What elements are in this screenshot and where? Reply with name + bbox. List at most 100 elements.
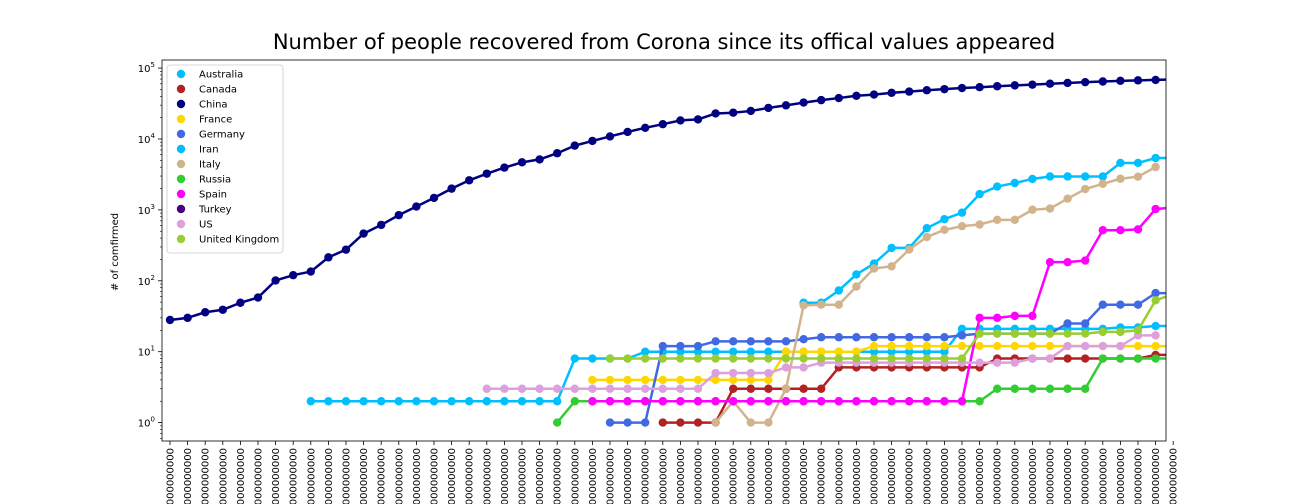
data-point xyxy=(1098,354,1108,363)
data-point xyxy=(781,101,791,110)
data-point xyxy=(306,397,315,406)
data-point xyxy=(1116,327,1125,337)
data-point xyxy=(799,347,808,356)
x-tick-label: 000000000 xyxy=(201,448,212,504)
data-point xyxy=(817,397,826,406)
data-point xyxy=(1169,351,1177,359)
data-point xyxy=(993,82,1002,91)
x-tick-label: 000000000 xyxy=(1134,448,1145,504)
data-point xyxy=(993,329,1002,338)
x-tick-label: 000000000 xyxy=(271,448,282,504)
x-tick-label: 000000000 xyxy=(166,448,177,504)
data-point xyxy=(729,397,738,406)
data-point xyxy=(1151,331,1160,340)
data-point xyxy=(887,243,896,253)
data-point xyxy=(1081,184,1090,194)
data-point xyxy=(1098,341,1108,351)
data-point xyxy=(693,397,703,406)
legend-entry: Russia xyxy=(199,175,231,186)
legend-frame xyxy=(166,64,284,254)
data-point xyxy=(975,397,984,406)
x-tick-label: 000000000 xyxy=(218,448,229,504)
data-point xyxy=(834,300,843,309)
data-point xyxy=(975,189,984,199)
data-point xyxy=(500,384,509,393)
data-point xyxy=(922,232,931,242)
data-point xyxy=(957,221,967,231)
data-point xyxy=(711,397,720,406)
series-united-kingdom xyxy=(605,290,1177,363)
data-point xyxy=(429,193,439,203)
data-point xyxy=(341,397,351,406)
data-point xyxy=(1098,77,1108,86)
legend-entry: Germany xyxy=(199,130,245,141)
x-tick-label: 000000000 xyxy=(782,448,793,504)
data-point xyxy=(1010,341,1019,351)
data-point xyxy=(1151,75,1160,85)
data-point xyxy=(1081,319,1090,328)
series-spain xyxy=(588,204,1166,406)
x-tick-label: 000000000 xyxy=(993,448,1004,504)
data-point xyxy=(1151,153,1160,163)
y-tick-label: 104 xyxy=(138,132,156,146)
data-point xyxy=(799,363,808,372)
y-tick-label: 105 xyxy=(138,61,155,75)
data-point xyxy=(852,333,861,342)
data-point xyxy=(781,397,791,406)
data-point xyxy=(1169,322,1177,330)
data-point xyxy=(975,341,984,351)
legend-marker xyxy=(176,219,186,229)
data-point xyxy=(1116,354,1125,363)
x-tick-label: 000000000 xyxy=(940,448,951,504)
legend-marker xyxy=(176,114,186,124)
data-point xyxy=(1169,290,1177,298)
x-tick-label: 000000000 xyxy=(711,448,722,504)
x-tick-label: 000000000 xyxy=(430,448,441,504)
data-point xyxy=(553,384,562,393)
data-point xyxy=(693,341,703,351)
data-point xyxy=(852,91,861,101)
data-point xyxy=(711,418,720,427)
data-point xyxy=(605,418,615,427)
data-point xyxy=(693,354,703,363)
data-point xyxy=(377,220,386,230)
data-point xyxy=(482,397,491,406)
data-point xyxy=(676,384,685,393)
x-tick-label: 000000000 xyxy=(887,448,898,504)
legend-marker xyxy=(176,174,186,184)
data-point xyxy=(1045,354,1055,363)
data-point xyxy=(1098,300,1108,309)
data-point xyxy=(1169,354,1177,362)
data-point xyxy=(183,313,192,323)
x-tick-label: 000000000 xyxy=(535,448,546,504)
x-tick-label: 000000000 xyxy=(1010,448,1021,504)
data-point xyxy=(1063,354,1072,363)
x-tick-label: 000000000 xyxy=(676,448,687,504)
data-point xyxy=(236,298,245,307)
data-point xyxy=(993,341,1002,351)
data-point xyxy=(957,324,967,334)
series-line xyxy=(662,353,1166,424)
data-point xyxy=(834,354,843,363)
data-point xyxy=(641,418,650,427)
x-tick-label: 000000000 xyxy=(359,448,370,504)
data-point xyxy=(799,335,808,344)
data-point xyxy=(1028,80,1037,89)
data-point xyxy=(711,109,720,118)
data-point xyxy=(922,354,931,363)
data-point xyxy=(729,368,738,378)
data-point xyxy=(975,329,984,338)
data-point xyxy=(1116,226,1125,235)
data-point xyxy=(1045,172,1055,181)
data-point xyxy=(852,282,861,291)
data-point xyxy=(500,397,509,406)
series-italy xyxy=(711,162,1160,427)
data-point xyxy=(605,375,615,385)
data-point xyxy=(412,397,421,406)
data-point xyxy=(834,397,843,406)
x-tick-label: 000000000 xyxy=(764,448,775,504)
data-point xyxy=(1098,327,1108,337)
x-tick-label: 000000000 xyxy=(870,448,881,504)
x-tick-label: 000000000 xyxy=(500,448,511,504)
data-point xyxy=(799,98,808,107)
